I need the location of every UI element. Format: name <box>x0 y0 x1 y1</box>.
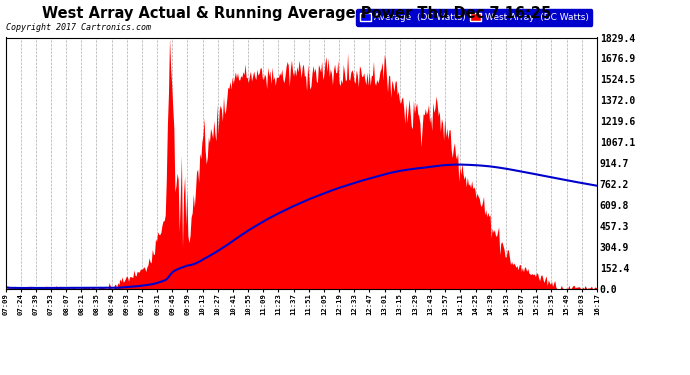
Text: Copyright 2017 Cartronics.com: Copyright 2017 Cartronics.com <box>6 24 150 33</box>
Legend: Average  (DC Watts), West Array  (DC Watts): Average (DC Watts), West Array (DC Watts… <box>356 9 592 26</box>
Text: West Array Actual & Running Average Power Thu Dec 7 16:25: West Array Actual & Running Average Powe… <box>42 6 551 21</box>
